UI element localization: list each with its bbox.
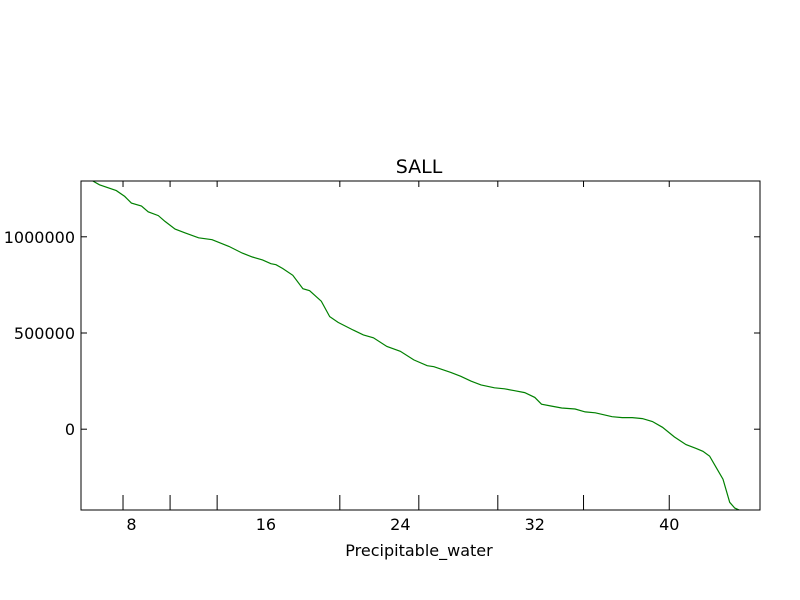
x-tick-label: 40: [659, 515, 679, 534]
x-axis-label: Precipitable_water: [345, 541, 493, 561]
axis-ticks: 0 500000 1000000 8 16 24 32 40: [4, 181, 760, 534]
y-tick-label: 500000: [14, 324, 75, 343]
x-tick-label: 16: [256, 515, 276, 534]
chart-title: SALL: [396, 156, 443, 178]
plot-frame: [80, 180, 761, 511]
x-tick-label: 24: [390, 515, 410, 534]
series-line-0: [92, 181, 741, 510]
plot-area: [92, 181, 741, 510]
x-tick-label: 8: [126, 515, 136, 534]
y-tick-label: 0: [65, 420, 75, 439]
y-tick-label: 1000000: [4, 228, 75, 247]
x-tick-label: 32: [525, 515, 545, 534]
